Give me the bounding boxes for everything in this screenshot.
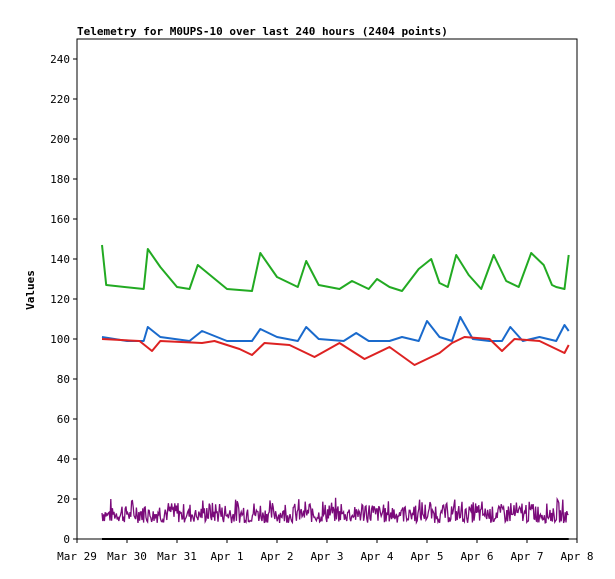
y-tick-label: 220 — [50, 93, 70, 106]
series-line-3 — [101, 496, 569, 525]
y-tick-label: 80 — [57, 373, 70, 386]
y-tick-label: 40 — [57, 453, 70, 466]
x-tick-label: Apr 8 — [560, 550, 593, 563]
series-line-1 — [101, 316, 570, 342]
series-line-0 — [101, 244, 570, 292]
y-tick-label: 0 — [63, 533, 70, 546]
x-axis-ticks: Mar 29 Mar 30 Mar 31 Apr 1 Apr 2 Apr 3 Apr 4 Ap… — [57, 539, 594, 563]
y-tick-label: 240 — [50, 53, 70, 66]
x-tick-label: Mar 29 — [57, 550, 97, 563]
y-tick-label: 140 — [50, 253, 70, 266]
y-tick-label: 180 — [50, 173, 70, 186]
y-tick-label: 200 — [50, 133, 70, 146]
x-tick-label: Apr 1 — [210, 550, 243, 563]
plot-area — [76, 38, 578, 540]
x-tick-label: Apr 6 — [460, 550, 493, 563]
x-tick-label: Apr 5 — [410, 550, 443, 563]
y-tick-label: 100 — [50, 333, 70, 346]
x-tick-label: Apr 3 — [310, 550, 343, 563]
y-axis-label: Values — [24, 270, 37, 310]
chart-title: Telemetry for M0UPS-10 over last 240 hou… — [77, 25, 448, 38]
x-tick-label: Mar 30 — [107, 550, 147, 563]
y-tick-label: 120 — [50, 293, 70, 306]
y-tick-label: 60 — [57, 413, 70, 426]
x-tick-label: Mar 31 — [157, 550, 197, 563]
y-tick-label: 160 — [50, 213, 70, 226]
y-tick-label: 20 — [57, 493, 70, 506]
y-axis-ticks: 0 20 40 60 80 100 120 140 160 180 200 220 240 — [50, 53, 77, 546]
x-tick-label: Apr 2 — [260, 550, 293, 563]
x-tick-label: Apr 4 — [360, 550, 393, 563]
x-tick-label: Apr 7 — [510, 550, 543, 563]
series-line-2 — [101, 336, 570, 366]
series-layer — [101, 244, 570, 540]
